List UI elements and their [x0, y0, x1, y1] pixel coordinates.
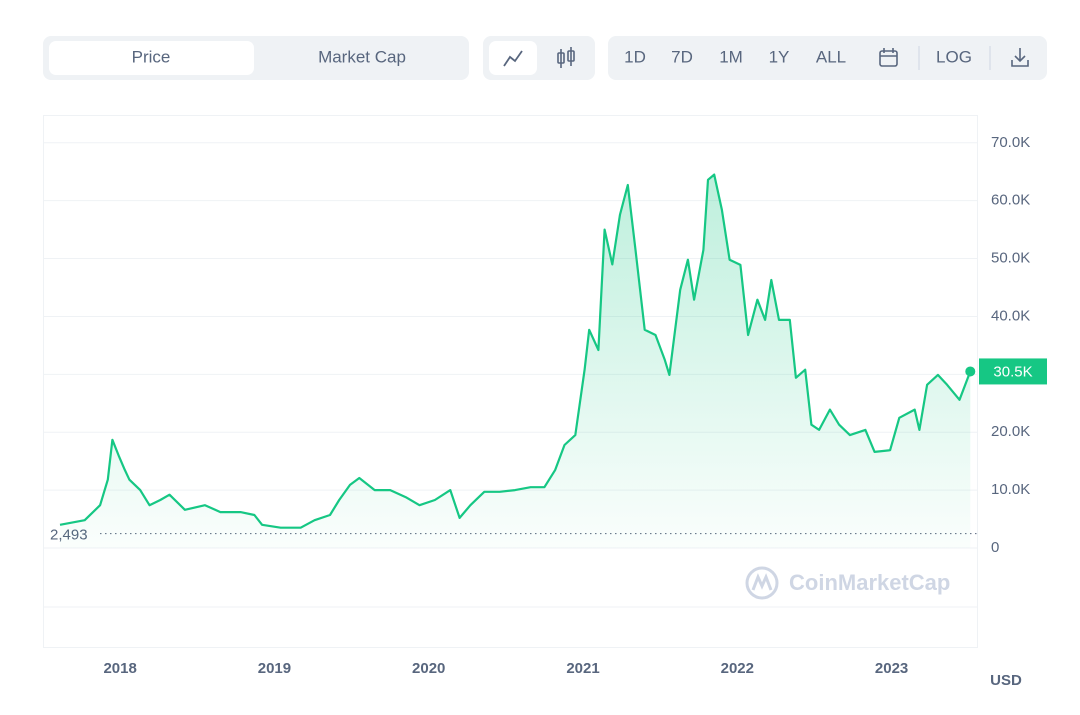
price-area [60, 174, 971, 548]
last-price-badge [979, 358, 1047, 385]
tab-price[interactable]: Price [132, 47, 171, 66]
range-button[interactable]: ALL [816, 47, 846, 66]
y-tick-label: 70.0K [991, 134, 1030, 151]
range-button[interactable]: 1M [719, 47, 743, 66]
y-tick-label: 50.0K [991, 250, 1030, 267]
range-button[interactable]: 7D [671, 47, 693, 66]
y-tick-label: 0 [991, 539, 999, 556]
x-tick-label: 2018 [103, 660, 136, 677]
y-tick-label: 10.0K [991, 481, 1030, 498]
tab-market-cap[interactable]: Market Cap [318, 47, 406, 66]
y-axis-unit: USD [990, 672, 1022, 689]
candle-style-button[interactable] [557, 47, 575, 68]
x-tick-label: 2022 [721, 660, 754, 677]
last-point [965, 366, 976, 377]
x-tick-label: 2020 [412, 660, 445, 677]
log-button[interactable]: LOG [936, 47, 972, 66]
y-tick-label: 40.0K [991, 307, 1030, 324]
x-tick-label: 2021 [566, 660, 599, 677]
y-tick-label: 60.0K [991, 192, 1030, 209]
calendar-button[interactable] [879, 48, 898, 67]
download-button[interactable] [1011, 48, 1029, 67]
watermark-logo [745, 566, 779, 600]
watermark: CoinMarketCap [789, 570, 950, 595]
plot-frame [43, 115, 978, 648]
line-icon [503, 50, 523, 67]
price-line [59, 173, 972, 529]
range-button[interactable]: 1Y [769, 47, 790, 66]
y-tick-label: 20.0K [991, 423, 1030, 440]
range-button[interactable]: 1D [624, 47, 646, 66]
last-price-label: 30.5K [993, 363, 1032, 380]
x-tick-label: 2019 [258, 660, 291, 677]
range-group [608, 36, 1047, 80]
line-style-button[interactable] [489, 41, 537, 75]
x-tick-label: 2023 [875, 660, 908, 677]
tab-active-bg [49, 41, 254, 75]
